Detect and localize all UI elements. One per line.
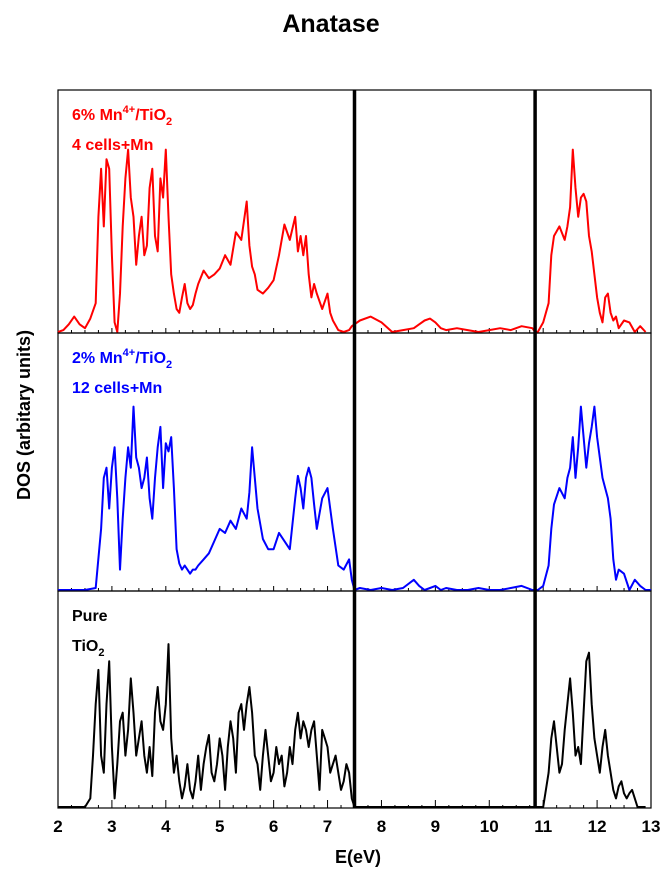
- x-axis-label: E(eV): [335, 847, 381, 867]
- panel-label-line: Pure: [72, 608, 108, 625]
- panel-label-line: 12 cells+Mn: [72, 380, 162, 397]
- x-tick-label: 3: [107, 817, 116, 836]
- panel-label-line: 4 cells+Mn: [72, 137, 153, 154]
- panel-label: 2% Mn4+/TiO2 12 cells+Mn: [72, 347, 172, 397]
- x-tick-label: 12: [588, 817, 607, 836]
- dos-series-line: [58, 405, 651, 591]
- x-tick-label: 11: [534, 817, 552, 836]
- y-axis-label: DOS (arbitary units): [14, 330, 34, 500]
- x-tick-label: 5: [215, 817, 224, 836]
- x-tick-label: 7: [323, 817, 332, 836]
- chart-title: Anatase: [282, 10, 379, 38]
- x-tick-label: 9: [431, 817, 440, 836]
- panel-label-line: 2% Mn4+/TiO2: [72, 347, 172, 371]
- plot-area: 6% Mn4+/TiO2 4 cells+Mn 2% Mn4+/TiO2 12 cel…: [53, 89, 661, 836]
- x-tick-label: 13: [642, 817, 661, 836]
- panel-label-line: 6% Mn4+/TiO2: [72, 104, 172, 128]
- panel-label-line: TiO2: [72, 638, 105, 659]
- dos-series-line: [57, 148, 647, 333]
- dos-series-line: [58, 643, 646, 808]
- panel-label: 6% Mn4+/TiO2 4 cells+Mn: [72, 104, 172, 154]
- x-tick-label: 4: [161, 817, 171, 836]
- panel-label: Pure TiO2: [72, 608, 108, 659]
- x-tick-label: 8: [377, 817, 386, 836]
- x-tick-label: 6: [269, 817, 278, 836]
- x-tick-label: 2: [53, 817, 62, 836]
- x-tick-label: 10: [480, 817, 499, 836]
